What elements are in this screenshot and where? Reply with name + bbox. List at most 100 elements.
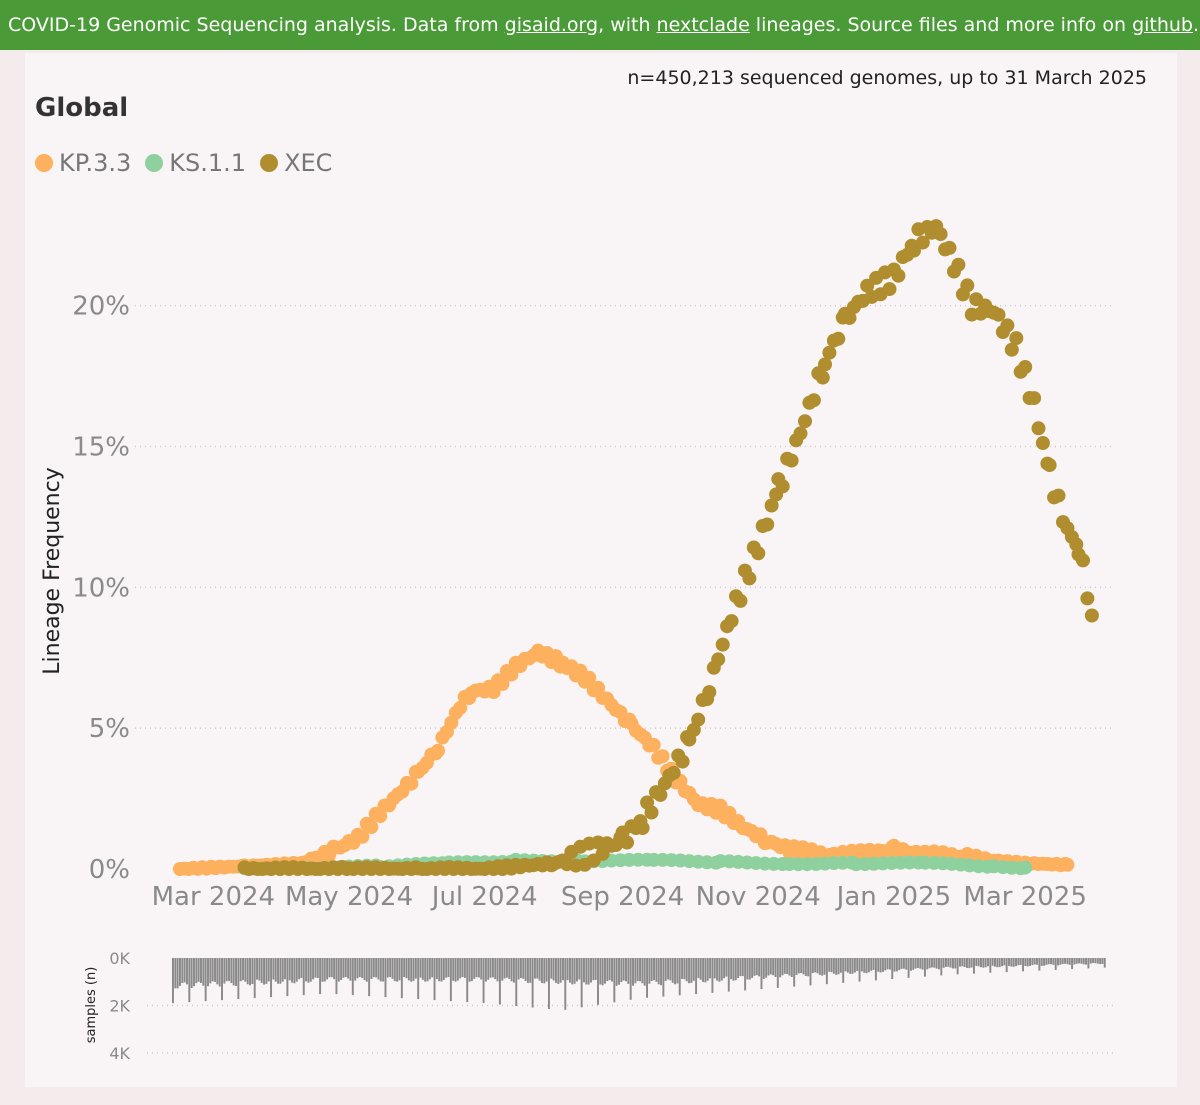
samples-bar (699, 958, 702, 980)
samples-bar (622, 958, 625, 981)
samples-bar (197, 958, 200, 982)
samples-bar (1017, 958, 1020, 966)
data-point (504, 667, 519, 682)
samples-bar (484, 958, 487, 982)
samples-bar (1068, 958, 1071, 965)
samples-bar (881, 958, 884, 972)
samples-bar (816, 958, 819, 974)
samples-bar (587, 958, 590, 985)
samples-bar (1019, 958, 1022, 965)
samples-bar (524, 958, 527, 981)
samples-bar (363, 958, 366, 981)
legend-item-kp33[interactable]: KP.3.3 (35, 149, 131, 177)
samples-bar (709, 958, 712, 979)
data-point (644, 805, 659, 820)
samples-bar (1024, 958, 1027, 966)
samples-bar (914, 958, 917, 969)
samples-bar (998, 958, 1001, 968)
gisaid-link[interactable]: gisaid.org (504, 14, 599, 36)
samples-bar (242, 958, 244, 981)
x-tick-label: Mar 2024 (152, 882, 276, 912)
samples-bar (414, 958, 417, 979)
banner-text-prefix: COVID-19 Genomic Sequencing analysis. Da… (8, 14, 505, 36)
samples-bar (702, 958, 705, 982)
data-point (711, 652, 726, 667)
data-point (815, 370, 830, 385)
samples-bar (977, 958, 980, 967)
samples-bar (209, 958, 212, 984)
legend-label-ks11: KS.1.1 (169, 149, 247, 177)
samples-bar (204, 958, 207, 1002)
samples-bar (681, 958, 684, 979)
data-point (1084, 608, 1099, 623)
legend-item-xec[interactable]: XEC (260, 149, 332, 177)
y-tick-label: 15% (72, 433, 130, 463)
samples-bar (349, 958, 352, 981)
samples-bar (800, 958, 803, 974)
samples-bar (606, 958, 609, 982)
samples-bar (678, 958, 681, 996)
samples-bar (809, 958, 812, 986)
samples-bar (1080, 958, 1083, 964)
samples-bar (769, 958, 772, 975)
samples-bar (286, 958, 289, 997)
samples-bar (919, 958, 922, 969)
samples-bar (669, 958, 672, 981)
samples-bar (251, 958, 254, 984)
samples-bar (225, 958, 228, 982)
samples-bar (874, 958, 877, 981)
samples-bar (228, 958, 230, 981)
samples-bar (744, 958, 747, 991)
samples-bar (716, 958, 719, 981)
data-point (1009, 331, 1024, 346)
data-point (495, 676, 510, 691)
x-tick-label: Mar 2025 (963, 882, 1087, 912)
x-tick-label: Nov 2024 (696, 882, 821, 912)
samples-bar (1087, 958, 1090, 969)
data-point (1060, 857, 1075, 872)
samples-bar (655, 958, 658, 982)
data-point (724, 614, 739, 629)
samples-bar (330, 958, 333, 978)
samples-bar (783, 958, 786, 974)
samples-bar (277, 958, 280, 984)
samples-bar (1096, 958, 1099, 964)
samples-bar (342, 958, 345, 978)
samples-bar (846, 958, 849, 973)
samples-bar (1085, 958, 1088, 965)
samples-bar (902, 958, 905, 969)
samples-bar (685, 958, 688, 982)
samples-bar (870, 958, 873, 971)
samples-bar (309, 958, 312, 982)
legend-item-ks11[interactable]: KS.1.1 (145, 149, 246, 177)
github-link[interactable]: github (1132, 14, 1193, 36)
samples-bar (333, 958, 336, 980)
nextclade-link[interactable]: nextclade (656, 14, 750, 36)
samples-bar (489, 958, 492, 978)
samples-bar (564, 958, 567, 1010)
samples-bar (1050, 958, 1053, 965)
samples-bar (811, 958, 814, 974)
samples-bar (944, 958, 947, 967)
samples-bar (755, 958, 758, 976)
samples-bar (604, 958, 606, 984)
samples-bar (746, 958, 749, 980)
samples-bar (788, 958, 791, 976)
samples-bar (807, 958, 810, 977)
x-tick-label: Sep 2024 (561, 882, 684, 912)
samples-bar (905, 958, 908, 970)
samples-tick-label: 4K (109, 1044, 130, 1063)
samples-bar (937, 958, 940, 970)
samples-bar (232, 958, 235, 986)
samples-bar (375, 958, 378, 978)
samples-bar (459, 958, 462, 979)
samples-bar (351, 958, 354, 996)
samples-bar (725, 958, 728, 977)
samples-bar (1075, 958, 1078, 964)
samples-bar (671, 958, 674, 983)
samples-bar (470, 958, 473, 982)
samples-bar (830, 958, 833, 973)
samples-bar (370, 958, 373, 979)
samples-bar (377, 958, 380, 980)
samples-bar (758, 958, 761, 977)
